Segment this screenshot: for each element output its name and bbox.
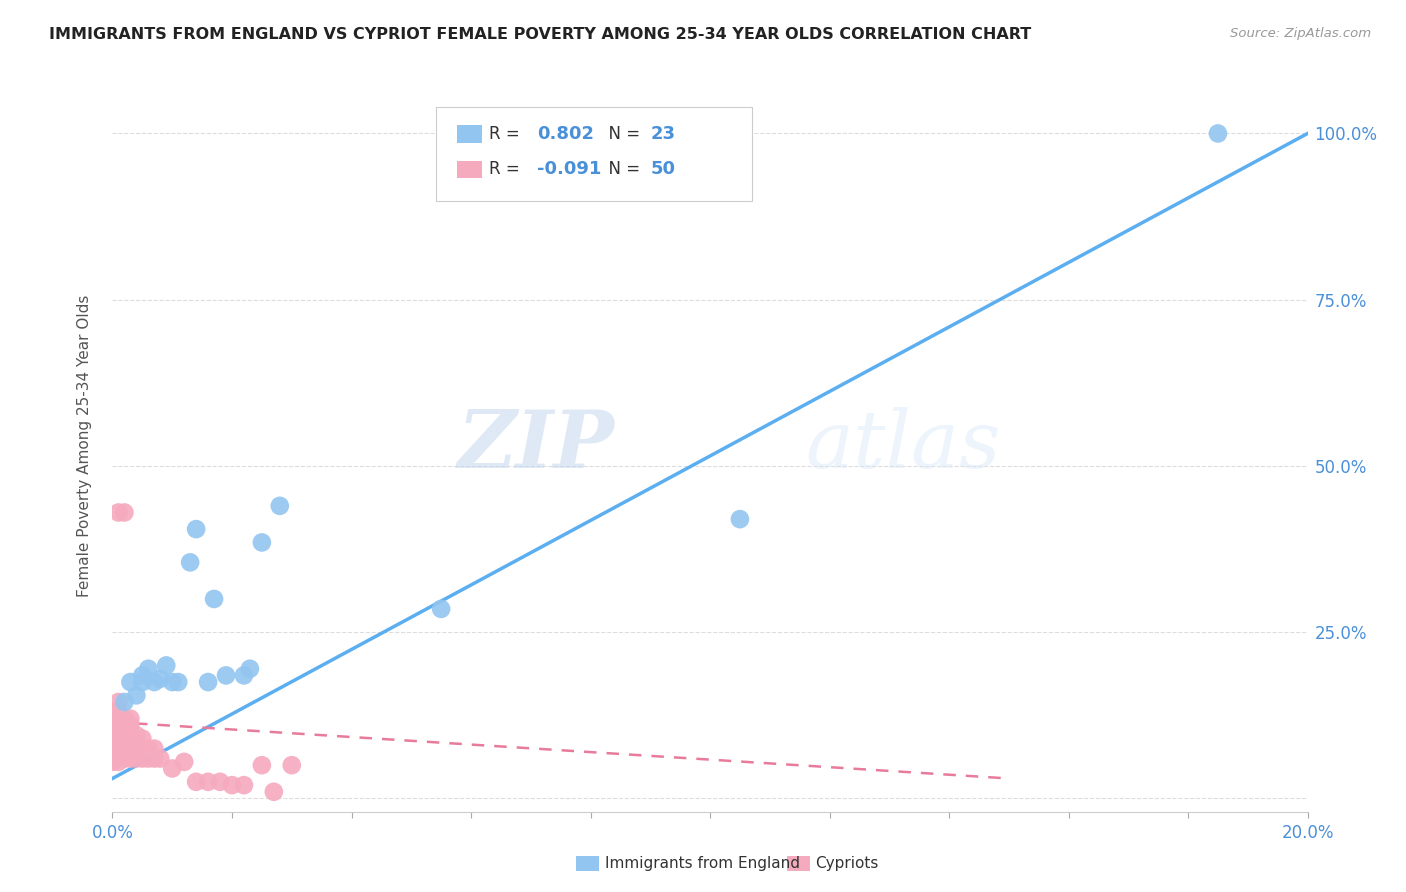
Point: [202, 591, 225, 606]
Point: [233, 668, 256, 682]
Text: 50: 50: [651, 161, 676, 178]
Point: [120, 728, 142, 742]
Point: [138, 751, 160, 765]
Point: [107, 722, 129, 736]
Point: [107, 728, 129, 742]
Point: [125, 741, 148, 756]
Text: N =: N =: [598, 161, 645, 178]
Text: Source: ZipAtlas.com: Source: ZipAtlas.com: [1230, 27, 1371, 40]
Point: [114, 735, 135, 749]
Text: Cypriots: Cypriots: [815, 856, 879, 871]
Point: [101, 755, 124, 769]
Text: 0.802: 0.802: [537, 125, 595, 143]
Point: [107, 738, 129, 752]
Point: [186, 522, 208, 536]
Point: [114, 728, 135, 742]
Point: [120, 735, 142, 749]
Point: [263, 785, 285, 799]
Point: [162, 675, 183, 690]
Text: 23: 23: [651, 125, 676, 143]
Point: [138, 662, 160, 676]
Point: [430, 602, 453, 616]
Point: [107, 731, 129, 746]
Point: [250, 758, 273, 772]
Point: [107, 755, 129, 769]
Point: [239, 662, 262, 676]
Text: R =: R =: [489, 161, 530, 178]
Point: [173, 755, 195, 769]
Y-axis label: Female Poverty Among 25-34 Year Olds: Female Poverty Among 25-34 Year Olds: [77, 295, 91, 597]
Point: [101, 705, 124, 719]
Point: [131, 751, 153, 765]
Point: [114, 506, 135, 520]
Point: [107, 738, 129, 752]
Point: [131, 741, 153, 756]
Point: [197, 675, 219, 690]
Point: [120, 675, 142, 690]
Text: ZIP: ZIP: [457, 408, 614, 484]
Point: [125, 689, 148, 703]
Point: [101, 741, 124, 756]
Point: [101, 722, 124, 736]
Point: [114, 718, 135, 732]
Text: IMMIGRANTS FROM ENGLAND VS CYPRIOT FEMALE POVERTY AMONG 25-34 YEAR OLDS CORRELAT: IMMIGRANTS FROM ENGLAND VS CYPRIOT FEMAL…: [49, 27, 1032, 42]
Point: [120, 712, 142, 726]
Point: [162, 762, 183, 776]
Text: atlas: atlas: [806, 408, 1001, 484]
Point: [215, 668, 238, 682]
Point: [138, 741, 160, 756]
Point: [728, 512, 751, 526]
Text: -0.091: -0.091: [537, 161, 602, 178]
Point: [120, 751, 142, 765]
Point: [131, 675, 153, 690]
Point: [155, 658, 177, 673]
Point: [114, 741, 135, 756]
Point: [120, 741, 142, 756]
Point: [250, 535, 273, 549]
Text: R =: R =: [489, 125, 530, 143]
Point: [197, 774, 219, 789]
Point: [107, 712, 129, 726]
Point: [131, 668, 153, 682]
Text: Immigrants from England: Immigrants from England: [605, 856, 800, 871]
Point: [107, 506, 129, 520]
Point: [120, 718, 142, 732]
Point: [131, 731, 153, 746]
Point: [281, 758, 304, 772]
Point: [107, 705, 129, 719]
Point: [125, 751, 148, 765]
Point: [107, 695, 129, 709]
Point: [149, 751, 172, 765]
Point: [143, 751, 166, 765]
Point: [114, 695, 135, 709]
Point: [269, 499, 291, 513]
Point: [186, 774, 208, 789]
Point: [143, 741, 166, 756]
Point: [221, 778, 243, 792]
Point: [125, 728, 148, 742]
Point: [149, 672, 172, 686]
Text: N =: N =: [598, 125, 645, 143]
Point: [179, 555, 201, 569]
Point: [143, 675, 166, 690]
Point: [114, 751, 135, 765]
Point: [167, 675, 190, 690]
Point: [1206, 127, 1229, 141]
Point: [233, 778, 256, 792]
Point: [209, 774, 232, 789]
Point: [114, 712, 135, 726]
Point: [101, 728, 124, 742]
Point: [107, 748, 129, 763]
